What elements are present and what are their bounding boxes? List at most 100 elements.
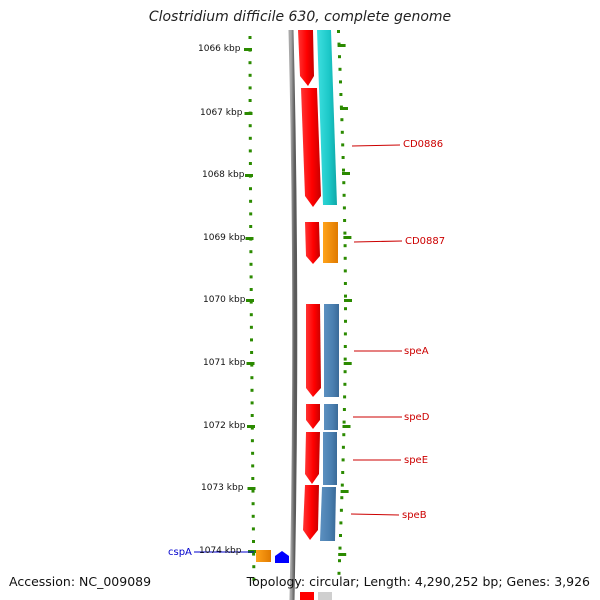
ruler-minor-tick <box>248 99 252 102</box>
ruler-minor-tick <box>249 199 253 203</box>
ruler-minor-tick <box>249 262 253 266</box>
gene-bar-cyan[interactable] <box>317 30 337 205</box>
gene-bar-blue[interactable] <box>323 432 337 485</box>
ruler-label: 1067 kbp <box>200 108 243 118</box>
cds-arrow[interactable] <box>298 30 314 86</box>
ruler-minor-tick <box>248 73 252 77</box>
track-major-tick <box>343 236 352 239</box>
track-minor-tick <box>343 256 347 260</box>
cds-arrow[interactable] <box>305 432 320 484</box>
feature-label-speE[interactable]: speE <box>404 455 428 466</box>
cds-arrow[interactable] <box>306 304 321 397</box>
track-minor-tick <box>343 395 347 399</box>
ruler-minor-tick <box>250 388 254 392</box>
gene-bar-orange[interactable] <box>323 222 338 263</box>
track-major-tick <box>340 107 348 110</box>
ruler-minor-tick <box>249 300 253 304</box>
track-minor-tick <box>342 206 346 210</box>
track-major-tick <box>342 172 350 175</box>
track-minor-tick <box>342 181 346 185</box>
ruler-label: 1074 kbp <box>199 546 242 556</box>
track-minor-tick <box>337 30 340 33</box>
gene-track[interactable] <box>317 30 339 600</box>
track-minor-tick <box>343 332 347 336</box>
ruler-label: 1066 kbp <box>198 44 241 54</box>
track-minor-tick <box>338 55 341 59</box>
track-major-tick <box>344 299 352 302</box>
track-minor-tick <box>343 345 347 348</box>
track-minor-tick <box>343 269 347 273</box>
feature-label-CD0887[interactable]: CD0887 <box>405 236 445 247</box>
gene-bar-blue[interactable] <box>324 304 339 397</box>
track-minor-tick <box>343 357 347 361</box>
cds-arrow[interactable] <box>303 485 319 540</box>
ruler-minor-tick <box>249 313 253 317</box>
feature-label-CD0886[interactable]: CD0886 <box>403 139 443 150</box>
track-minor-tick <box>343 282 347 285</box>
track-minor-tick <box>337 571 341 575</box>
track-minor-tick <box>340 130 344 134</box>
cspA-gene-box[interactable] <box>256 550 271 562</box>
ruler-major-tick <box>245 174 253 177</box>
ruler-minor-tick <box>250 401 254 405</box>
track-major-tick <box>338 553 347 556</box>
ruler-minor-tick <box>248 124 252 128</box>
accession-text: Accession: NC_009089 <box>9 574 152 589</box>
ruler-minor-tick <box>249 225 253 228</box>
ruler-label: 1068 kbp <box>202 170 245 180</box>
track-minor-tick <box>341 143 345 147</box>
genome-summary-text: Topology: circular; Length: 4,290,252 bp… <box>246 574 590 589</box>
ruler-minor-tick <box>248 149 252 153</box>
ruler-minor-tick <box>250 351 254 354</box>
track-minor-tick <box>339 508 343 512</box>
track-minor-tick <box>340 483 344 487</box>
ruler-minor-tick <box>250 376 254 380</box>
ruler-label: 1071 kbp <box>203 358 246 368</box>
ruler-minor-tick <box>249 212 253 216</box>
ruler-minor-tick <box>251 489 255 493</box>
track-minor-tick <box>339 80 342 84</box>
ruler-major-tick <box>244 112 253 115</box>
track-minor-tick <box>342 193 346 197</box>
track-minor-tick <box>342 433 346 437</box>
ruler-minor-tick <box>248 61 252 65</box>
ruler-minor-tick <box>250 414 254 417</box>
cds-arrow[interactable] <box>306 404 320 429</box>
scale-ruler <box>244 36 256 581</box>
feature-leaders <box>350 144 403 516</box>
cds-track[interactable] <box>298 30 321 600</box>
feature-label-speD[interactable]: speD <box>404 412 430 423</box>
ruler-minor-tick <box>252 565 256 569</box>
track-minor-tick <box>338 559 341 563</box>
ruler-major-tick <box>246 299 254 302</box>
feature-label-cspA[interactable]: cspA <box>168 547 192 558</box>
gene-bar-blue[interactable] <box>320 487 336 541</box>
track-minor-tick <box>339 534 342 537</box>
track-minor-tick <box>341 156 345 159</box>
ruler-minor-tick <box>252 552 256 556</box>
track-minor-tick <box>339 93 343 96</box>
ruler-major-tick <box>245 237 254 240</box>
track-minor-tick <box>338 67 342 71</box>
ruler-minor-tick <box>248 136 252 140</box>
cds-arrow[interactable] <box>301 88 321 207</box>
ruler-minor-tick <box>251 451 255 455</box>
feature-label-speB[interactable]: speB <box>402 510 427 521</box>
track-minor-tick <box>339 521 343 525</box>
feature-label-speA[interactable]: speA <box>404 346 429 357</box>
ruler-minor-tick <box>251 502 255 506</box>
backbone-curve <box>288 29 298 600</box>
track-major-tick <box>342 425 351 428</box>
blue-pentagon-marker[interactable] <box>275 551 289 563</box>
track-major-tick <box>340 490 349 493</box>
gene-block-gray <box>318 592 332 600</box>
track-minor-tick <box>342 420 346 424</box>
cds-block[interactable] <box>300 592 314 600</box>
track-minor-tick <box>338 546 342 550</box>
gene-bar-blue[interactable] <box>324 404 338 430</box>
ruler-minor-tick <box>251 464 255 468</box>
ruler-major-tick <box>247 425 255 428</box>
cds-arrow[interactable] <box>305 222 320 264</box>
feature-labels[interactable]: CD0886 CD0887 speA speD speE speB cspA <box>168 139 445 558</box>
